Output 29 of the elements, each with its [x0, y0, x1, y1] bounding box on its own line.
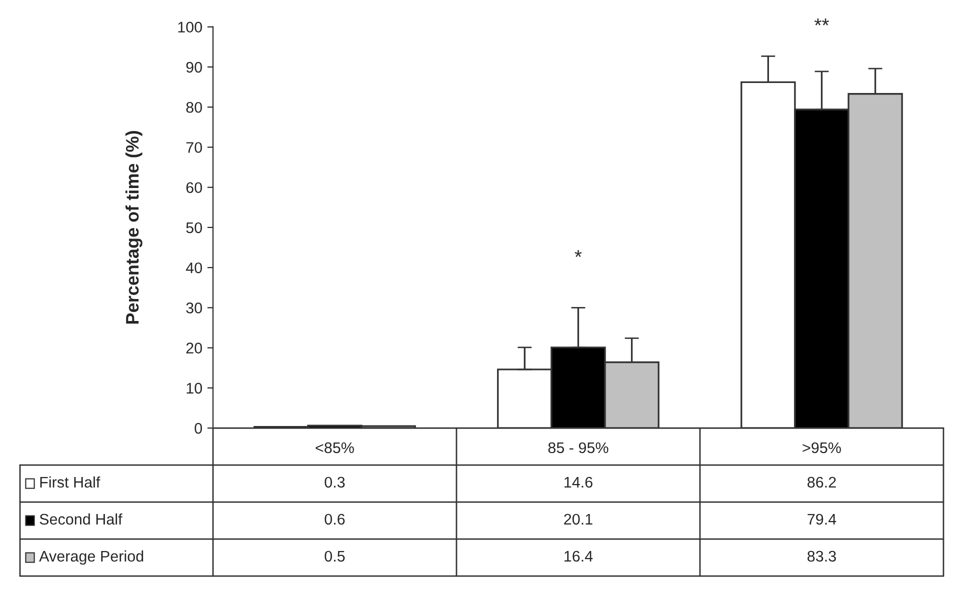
y-tick-label: 80	[186, 102, 202, 113]
legend-label: First Half	[40, 476, 100, 488]
y-tick-label: 40	[186, 262, 202, 274]
x-tick-label: 85 - 95%	[548, 442, 608, 454]
data-label: 20.1	[564, 514, 592, 525]
legend-label: Average Period	[39, 550, 144, 565]
text: **	[814, 18, 829, 26]
legend-label: Second Half	[40, 513, 122, 525]
data-label: 14.6	[564, 476, 592, 488]
y-tick-label: 10	[186, 382, 202, 394]
y-tick-label: 0	[194, 422, 202, 434]
data-label: 0.5	[324, 550, 345, 562]
data-label: 86.2	[808, 476, 836, 488]
data-label: 16.4	[564, 550, 593, 562]
data-label: 79.4	[808, 514, 836, 525]
y-tick-label: 60	[186, 182, 202, 194]
data-label: 83.3	[808, 550, 836, 562]
y-tick-label: 100	[178, 22, 202, 33]
y-tick-label: 50	[186, 222, 202, 234]
y-tick-label: 90	[186, 62, 202, 73]
x-tick-label: <85%	[316, 442, 354, 454]
y-tick-label: 70	[186, 142, 202, 153]
y-tick-label: 30	[186, 302, 202, 314]
annotation: *	[574, 250, 582, 257]
data-label: 0.3	[324, 476, 345, 488]
x-tick-label: >95%	[802, 442, 841, 454]
y-tick-label: 20	[186, 342, 202, 354]
y-axis-title: Percentage of time (%)	[125, 131, 142, 324]
data-label: 0.6	[324, 514, 345, 525]
